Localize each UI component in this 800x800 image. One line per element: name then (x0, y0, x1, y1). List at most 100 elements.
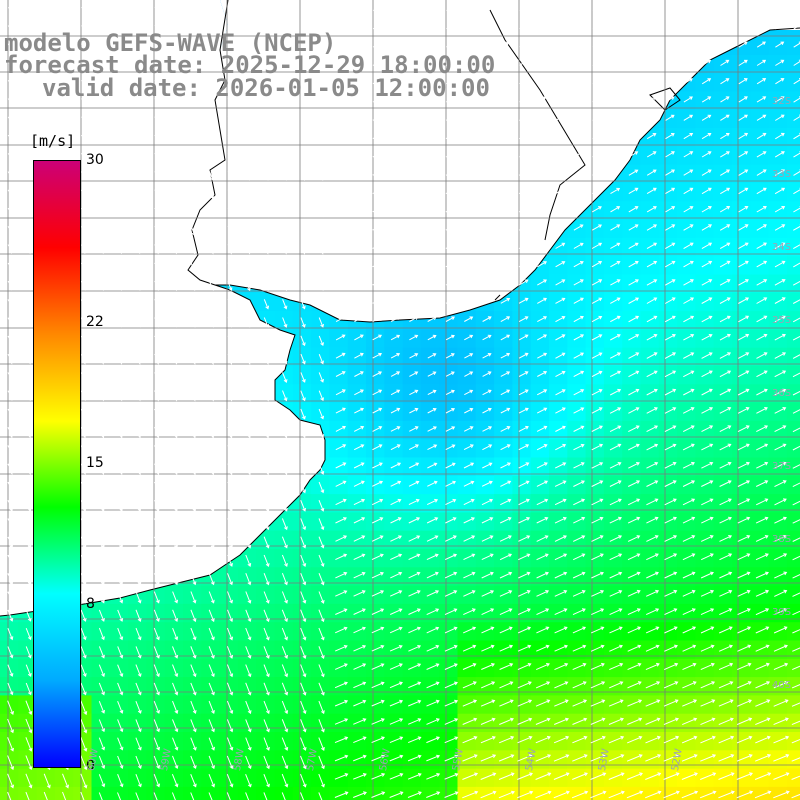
wind-arrow (793, 96, 800, 103)
wind-arrow (610, 261, 621, 268)
wind-arrow (7, 61, 13, 71)
wind-arrow (190, 390, 196, 402)
wind-arrow (227, 372, 233, 384)
wind-arrow (701, 260, 713, 268)
wind-arrow (25, 536, 32, 549)
wind-arrow (245, 79, 251, 89)
wind-arrow (98, 554, 105, 567)
wind-arrow (98, 536, 105, 549)
wind-arrow (372, 316, 383, 323)
wind-arrow (135, 353, 141, 365)
wind-arrow (517, 717, 533, 725)
wind-arrow (482, 462, 493, 469)
wind-arrow (427, 41, 437, 48)
wind-arrow (172, 171, 178, 181)
wind-arrow (318, 61, 324, 71)
wind-arrow (408, 663, 422, 670)
wind-arrow (627, 498, 641, 506)
wind-arrow (208, 700, 215, 714)
wind-arrow (736, 735, 753, 744)
wind-arrow (227, 280, 233, 292)
wind-arrow (665, 5, 675, 12)
wind-arrow (645, 608, 660, 616)
wind-arrow (518, 316, 529, 323)
wind-arrow (25, 500, 32, 512)
wind-arrow (646, 571, 659, 579)
wind-arrow (135, 792, 140, 800)
wind-arrow (135, 134, 141, 144)
wind-arrow (209, 61, 214, 71)
wind-arrow (664, 297, 676, 304)
wind-arrow (409, 206, 419, 213)
wind-arrow (755, 516, 769, 524)
wind-arrow (518, 352, 529, 359)
wind-arrow (572, 644, 587, 652)
wind-arrow (389, 699, 404, 707)
wind-arrow (464, 334, 474, 341)
wind-arrow (645, 717, 661, 725)
wind-arrow (208, 719, 215, 733)
wind-arrow (609, 662, 624, 671)
wind-arrow (300, 463, 306, 475)
wind-arrow (135, 554, 142, 567)
wind-arrow (245, 700, 252, 715)
wind-arrow (573, 334, 585, 341)
wind-arrow (409, 334, 419, 341)
wind-arrow (755, 571, 769, 579)
wind-arrow (591, 279, 603, 286)
wind-arrow (591, 553, 604, 561)
wind-arrow (482, 407, 492, 414)
wind-arrow (719, 206, 731, 213)
wind-arrow (591, 370, 603, 378)
wind-arrow (573, 498, 586, 506)
wind-arrow (627, 717, 643, 725)
wind-arrow (99, 500, 105, 512)
title-forecast-date: forecast date: 2025-12-29 18:00:00 (4, 51, 496, 79)
wind-arrow (335, 352, 346, 359)
wind-arrow (791, 702, 800, 707)
wind-arrow (774, 388, 787, 396)
wind-arrow (500, 426, 511, 432)
wind-arrow (409, 389, 419, 396)
wind-arrow (99, 98, 104, 108)
wind-arrow (172, 445, 178, 457)
wind-arrow (263, 262, 269, 273)
wind-arrow (172, 719, 179, 733)
wind-arrow (99, 353, 105, 365)
wind-arrow (536, 571, 549, 579)
wind-arrow (354, 407, 365, 414)
wind-cell (786, 420, 800, 440)
wind-arrow (264, 25, 269, 34)
wind-arrow (334, 718, 349, 725)
wind-arrow (153, 591, 160, 604)
wind-arrow (172, 134, 178, 144)
wind-arrow (282, 317, 288, 328)
wind-arrow (645, 699, 661, 707)
wind-arrow (536, 407, 548, 414)
wind-arrow (592, 151, 602, 158)
wind-arrow (537, 371, 548, 377)
wind-arrow (190, 335, 196, 347)
wind-arrow (571, 790, 589, 799)
wind-arrow (245, 426, 251, 439)
wind-arrow (718, 754, 735, 762)
wind-arrow (318, 390, 324, 402)
wind-arrow (773, 608, 788, 616)
wind-arrow (756, 315, 768, 323)
wind-arrow (208, 390, 215, 402)
wind-arrow (755, 681, 771, 689)
wind-arrow (117, 353, 123, 365)
wind-arrow (117, 98, 123, 108)
wind-arrow (718, 699, 734, 707)
wind-arrow (775, 96, 785, 103)
wind-arrow (663, 790, 680, 799)
wind-arrow (209, 79, 214, 89)
wind-arrow (390, 553, 403, 561)
wind-arrow (555, 242, 566, 249)
wind-arrow (720, 23, 730, 30)
wind-arrow (25, 372, 32, 383)
wind-arrow (371, 645, 385, 652)
wind-arrow (664, 498, 677, 506)
wind-arrow (738, 23, 748, 30)
wind-arrow (335, 553, 348, 561)
